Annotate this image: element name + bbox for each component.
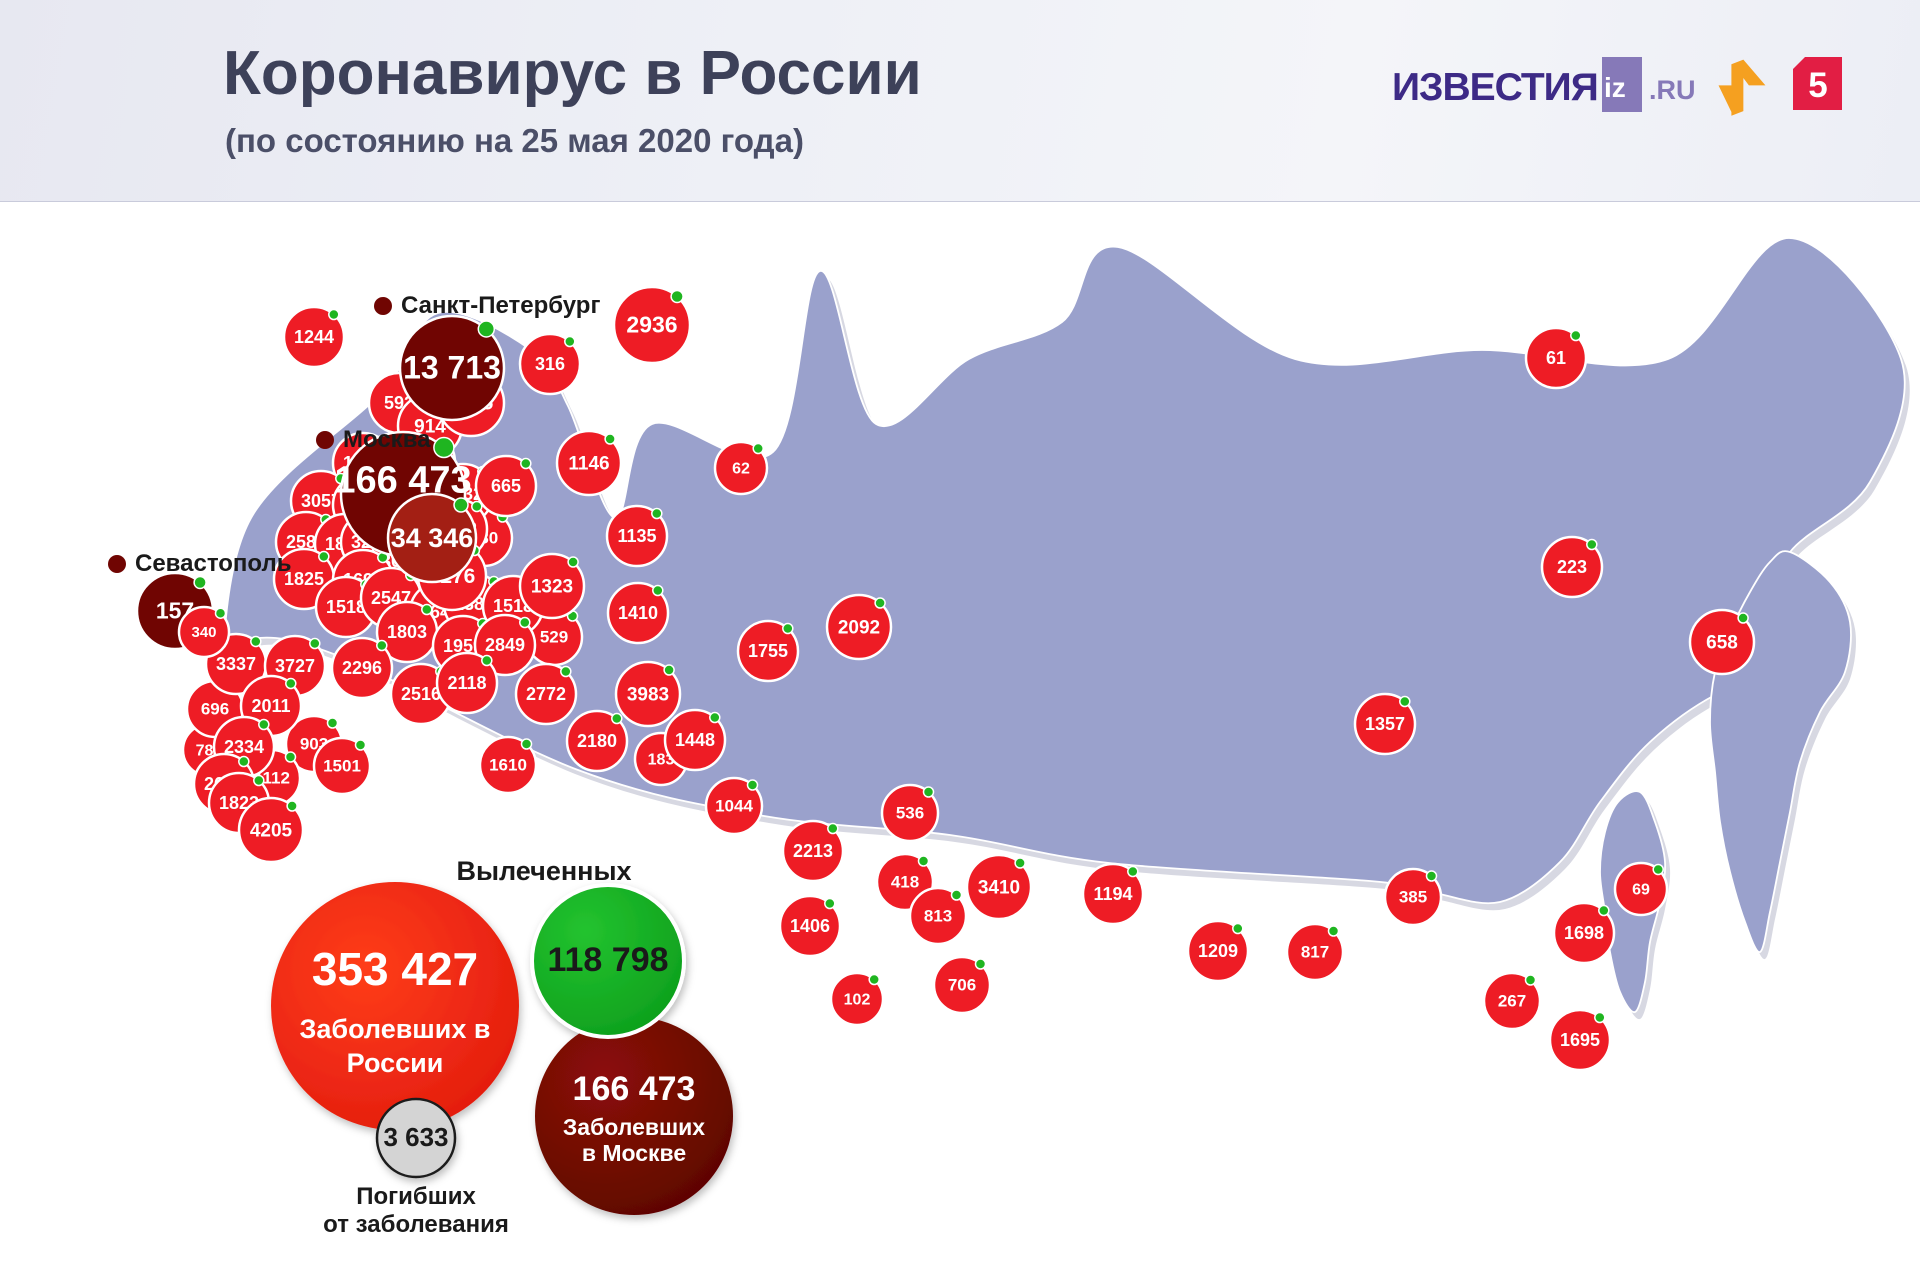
svg-text:Заболевших: Заболевших [563,1114,705,1140]
svg-text:267: 267 [1498,992,1526,1011]
svg-text:1244: 1244 [294,327,334,347]
svg-text:2118: 2118 [447,673,486,693]
svg-text:России: России [347,1048,444,1078]
svg-text:353 427: 353 427 [312,943,478,995]
svg-text:3983: 3983 [627,684,669,705]
svg-text:1194: 1194 [1093,884,1132,904]
svg-text:1695: 1695 [1560,1030,1600,1050]
svg-text:223: 223 [1557,557,1587,577]
svg-text:1209: 1209 [1198,941,1238,961]
svg-text:4205: 4205 [250,820,293,841]
svg-text:13 713: 13 713 [403,350,501,386]
svg-text:3410: 3410 [978,877,1020,898]
svg-text:iz: iz [1604,72,1626,103]
svg-text:2849: 2849 [485,635,525,655]
svg-text:536: 536 [896,804,924,823]
svg-text:2092: 2092 [838,617,880,638]
svg-text:.RU: .RU [1649,75,1696,105]
svg-text:Погибших: Погибших [356,1183,476,1210]
svg-text:в Москве: в Москве [582,1140,686,1166]
svg-text:1448: 1448 [675,730,715,750]
svg-text:1323: 1323 [531,576,573,597]
svg-text:1044: 1044 [715,797,753,816]
svg-text:1755: 1755 [748,641,788,661]
svg-text:385: 385 [1399,888,1427,907]
svg-text:118 798: 118 798 [547,941,668,979]
svg-text:166 473: 166 473 [334,460,471,502]
svg-text:316: 316 [535,354,565,374]
svg-text:340: 340 [191,624,216,641]
svg-text:61: 61 [1546,348,1566,368]
svg-text:3727: 3727 [275,656,315,676]
svg-text:1610: 1610 [489,756,527,775]
svg-text:2296: 2296 [342,658,382,678]
svg-text:2772: 2772 [526,684,566,704]
svg-text:706: 706 [948,976,976,995]
svg-text:1357: 1357 [1365,714,1405,734]
svg-text:2180: 2180 [577,731,617,751]
svg-text:от заболевания: от заболевания [323,1211,509,1238]
svg-text:2213: 2213 [793,841,833,861]
svg-text:ИЗВЕСТИЯ: ИЗВЕСТИЯ [1392,66,1598,109]
svg-text:1410: 1410 [618,603,658,623]
svg-text:69: 69 [1632,881,1650,898]
svg-text:1135: 1135 [617,526,656,546]
svg-text:62: 62 [732,460,750,477]
svg-text:34 346: 34 346 [391,523,474,553]
svg-text:418: 418 [891,873,919,892]
svg-text:102: 102 [844,991,871,1008]
svg-text:166 473: 166 473 [573,1070,696,1108]
svg-text:813: 813 [924,907,952,926]
svg-text:1501: 1501 [323,757,361,776]
svg-text:Заболевших в: Заболевших в [299,1014,490,1044]
svg-text:658: 658 [1706,632,1738,653]
svg-text:665: 665 [491,476,521,496]
svg-text:5: 5 [1808,66,1827,105]
svg-text:529: 529 [540,628,568,647]
svg-text:2936: 2936 [626,312,677,338]
svg-text:817: 817 [1301,943,1329,962]
svg-text:1803: 1803 [387,622,427,642]
svg-text:1698: 1698 [1564,923,1604,943]
svg-text:2516: 2516 [401,684,441,704]
svg-text:3337: 3337 [216,654,256,674]
svg-text:3 633: 3 633 [383,1122,448,1152]
svg-text:1146: 1146 [568,453,609,474]
svg-text:Вылеченных: Вылеченных [456,860,631,886]
svg-text:2011: 2011 [251,696,290,716]
svg-text:696: 696 [201,700,229,719]
